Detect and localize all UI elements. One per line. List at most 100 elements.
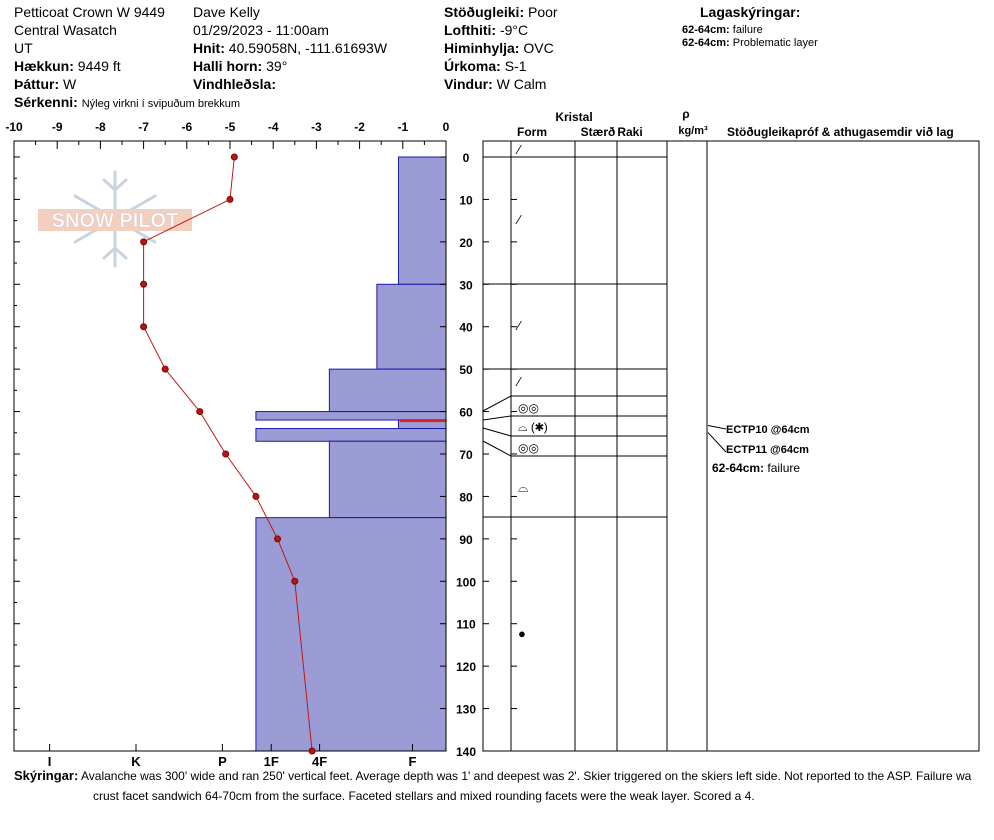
- rho-header: ρ: [682, 107, 689, 121]
- temperature-point: [274, 535, 282, 543]
- location-name: Petticoat Crown W 9449: [14, 4, 165, 20]
- header-col-observer: Dave Kelly 01/29/2023 - 11:00am Hnit: 40…: [193, 3, 387, 93]
- hardness-layer-2: [376, 283, 447, 370]
- temperature-point: [140, 238, 148, 246]
- temperature-point: [140, 280, 148, 288]
- remarks: Skýringar: Avalanche was 300' wide and r…: [14, 766, 989, 806]
- logo-band: [38, 209, 192, 231]
- hardness-tick-label: 4F: [312, 754, 327, 769]
- temp-tick-label: -6: [181, 120, 192, 134]
- aspect-label: Þáttur:: [14, 76, 60, 92]
- remarks-text-1: Avalanche was 300' wide and ran 250' ver…: [80, 769, 972, 783]
- slope-value: 39°: [266, 58, 288, 74]
- layer-table-frame: [482, 140, 980, 752]
- state-name: UT: [14, 40, 33, 56]
- problem-layer-marker: [400, 419, 446, 423]
- form-header: Form: [517, 125, 547, 139]
- layer-connector: [482, 395, 512, 412]
- depth-tick-label: 60: [459, 406, 473, 420]
- temperature-point: [252, 492, 260, 500]
- coords-row: Hnit: 40.59058N, -111.61693W: [193, 39, 387, 57]
- melt-forms-icon: ◎◎: [518, 401, 539, 415]
- header-col-conditions: Stöðugleiki: Poor Lofthiti: -9°C Himinhy…: [444, 3, 558, 93]
- depth-tick-label: 0: [463, 151, 470, 165]
- stability-test-label: ECTP10 @64cm: [726, 424, 810, 436]
- legend-item-1-key: 62-64cm:: [682, 24, 730, 36]
- hardness-layer-8: [255, 517, 447, 752]
- layer-comment-key: 62-64cm:: [712, 461, 767, 475]
- depth-tick-label: 20: [459, 236, 473, 250]
- hardness-tick-label: 1F: [264, 754, 279, 769]
- wind-loading-row: Vindhleðsla:: [193, 75, 387, 93]
- decomposing-fragments-icon: ⁄: [515, 374, 522, 389]
- region-name: Central Wasatch: [14, 22, 117, 38]
- air-temp-value: -9°C: [499, 22, 529, 38]
- temp-tick-label: -5: [225, 120, 236, 134]
- temperature-point: [222, 450, 230, 458]
- depth-tick-label: 140: [456, 745, 476, 759]
- aspect-row: Þáttur: W: [14, 75, 240, 93]
- temperature-point: [161, 365, 169, 373]
- stability-value: Poor: [528, 4, 558, 20]
- faceted-rounded-icon: ⌓: [518, 480, 528, 495]
- depth-tick-label: 110: [456, 618, 476, 632]
- depth-tick-label: 10: [459, 193, 473, 207]
- header-col-location: Petticoat Crown W 9449 Central Wasatch U…: [14, 3, 240, 113]
- remarks-text-2: crust facet sandwich 64-70cm from the su…: [93, 789, 755, 803]
- layer-connector: [482, 427, 512, 437]
- temperature-point: [140, 323, 148, 331]
- size-header: Stærð: [581, 125, 616, 139]
- layer-connector: [482, 415, 512, 421]
- legend-item-1-text: failure: [732, 24, 763, 36]
- temp-tick-label: -7: [138, 120, 149, 134]
- temp-tick-label: -4: [268, 120, 279, 134]
- temp-tick-label: -2: [354, 120, 365, 134]
- precip-row: Úrkoma: S-1: [444, 57, 558, 75]
- temperature-point: [230, 153, 238, 161]
- stability-test-label: ECTP11 @64cm: [726, 444, 809, 456]
- moisture-header: Raki: [617, 125, 642, 139]
- coords-label: Hnit:: [193, 40, 225, 56]
- stability-label: Stöðugleiki:: [444, 4, 525, 20]
- legend-title: Lagaskýringar:: [700, 4, 801, 20]
- depth-tick-label: 50: [459, 363, 473, 377]
- hardness-tick-label: P: [218, 754, 227, 769]
- depth-tick-label: 100: [456, 575, 476, 589]
- decomposing-fragments-icon: ⁄: [515, 212, 522, 227]
- tests-header: Stöðugleikapróf & athugasemdir við lag: [727, 125, 954, 139]
- hardness-layer-4: [255, 411, 447, 421]
- precip-label: Úrkoma:: [444, 58, 501, 74]
- temp-tick-label: -8: [95, 120, 106, 134]
- hardness-layer-3: [328, 368, 447, 413]
- coords-value: 40.59058N, -111.61693W: [228, 40, 388, 56]
- temp-tick-label: 0: [443, 120, 450, 134]
- decomposing-fragments-icon: ⁄: [515, 318, 522, 333]
- density-unit-header: kg/m³: [678, 125, 708, 137]
- hardness-tick-label: I: [48, 754, 52, 769]
- crystal-header: Kristal: [555, 110, 592, 124]
- slope-row: Halli horn: 39°: [193, 57, 387, 75]
- sky-value: OVC: [523, 40, 554, 56]
- hardness-tick-label: F: [409, 754, 417, 769]
- depth-tick-label: 130: [456, 703, 476, 717]
- elevation-row: Hækkun: 9449 ft: [14, 57, 240, 75]
- features-label: Sérkenni:: [14, 94, 78, 110]
- temp-tick-label: -10: [5, 120, 23, 134]
- depth-tick-label: 30: [459, 278, 473, 292]
- depth-tick-label: 70: [459, 448, 473, 462]
- legend-item-2: 62-64cm: Problematic layer: [682, 37, 818, 50]
- air-temp-row: Lofthiti: -9°C: [444, 21, 558, 39]
- legend-item-1: 62-64cm: failure: [682, 24, 763, 37]
- faceted-rounded-stellar-icon: ⌓ (✱): [518, 420, 548, 434]
- wind-label: Vindur:: [444, 76, 493, 92]
- hardness-layer-1: [397, 156, 447, 285]
- melt-forms-icon: ◎◎: [518, 441, 539, 455]
- remarks-line-1: Skýringar: Avalanche was 300' wide and r…: [14, 766, 989, 786]
- logo-text: SNOW PILOT: [52, 210, 179, 232]
- ice-formation-icon: ●: [518, 626, 526, 641]
- wind-row: Vindur: W Calm: [444, 75, 558, 93]
- temperature-point: [226, 195, 234, 203]
- remarks-label: Skýringar:: [14, 768, 79, 783]
- elevation-label: Hækkun:: [14, 58, 74, 74]
